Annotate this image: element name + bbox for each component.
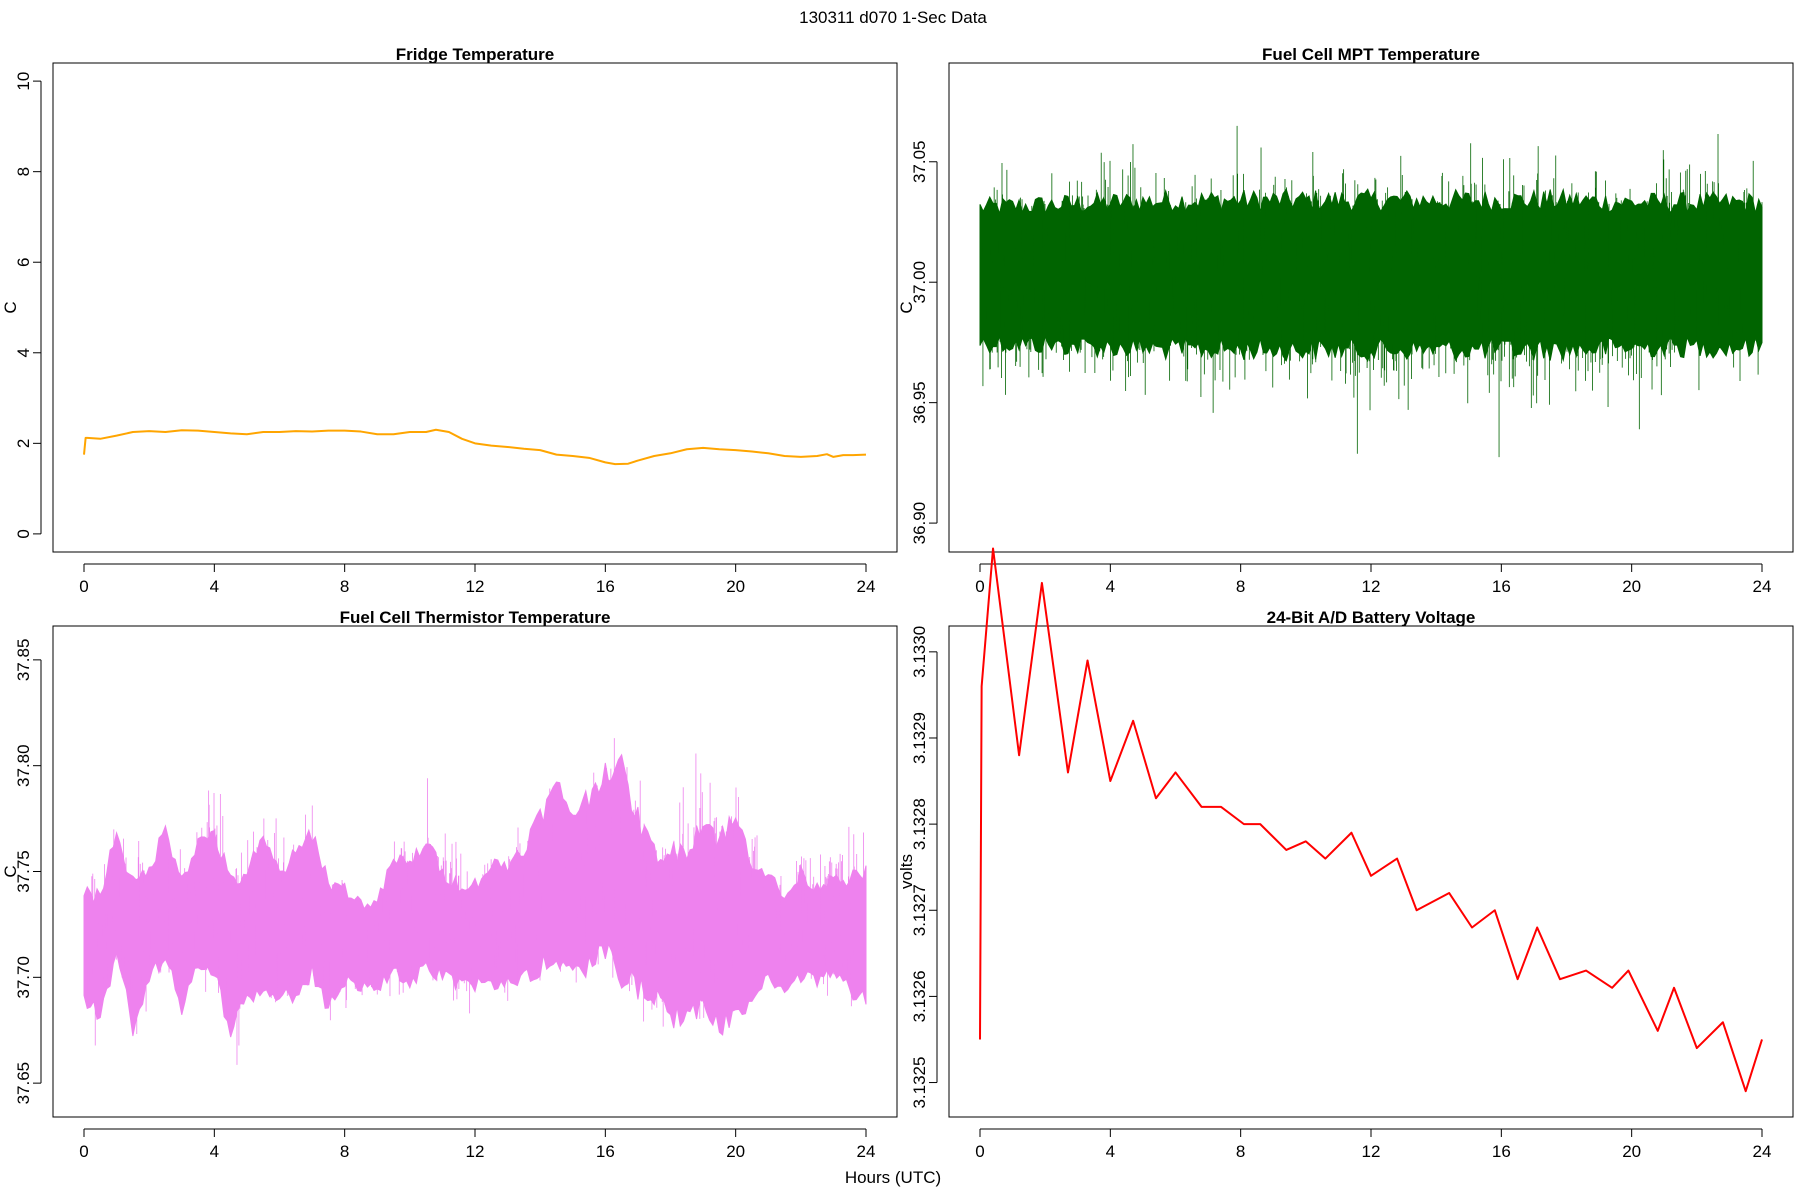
x-tick-label: 16 <box>596 1142 615 1161</box>
series-noise-spikes <box>979 125 1763 458</box>
x-tick-label: 12 <box>1362 577 1381 596</box>
series-line <box>83 738 867 1065</box>
x-tick-label: 4 <box>1106 1142 1115 1161</box>
figure-suptitle: 130311 d070 1-Sec Data <box>799 8 987 27</box>
plot-frame <box>948 625 1794 1118</box>
x-tick-label: 0 <box>79 577 88 596</box>
y-tick-label: 3.1327 <box>910 884 929 936</box>
y-tick-label: 2 <box>14 439 33 448</box>
panel-title: Fuel Cell MPT Temperature <box>1262 45 1480 64</box>
x-tick-label: 20 <box>726 577 745 596</box>
x-tick-label: 0 <box>975 577 984 596</box>
series-line <box>979 547 1763 1093</box>
y-axis-label: volts <box>897 854 916 889</box>
y-tick-label: 8 <box>14 167 33 176</box>
panel-title: Fuel Cell Thermistor Temperature <box>340 608 611 627</box>
x-axis: 0 4 8 12 16 20 24 <box>79 1128 876 1161</box>
x-tick-label: 20 <box>1622 577 1641 596</box>
series-line <box>83 428 867 466</box>
y-tick-label: 0 <box>14 529 33 538</box>
y-axis: 36.90 36.95 37.00 37.05 <box>910 140 938 545</box>
plot-frame <box>948 62 1794 553</box>
x-tick-label: 16 <box>1492 1142 1511 1161</box>
x-tick-label: 24 <box>1753 577 1772 596</box>
x-axis: 0 4 8 12 16 20 24 <box>79 563 876 596</box>
y-axis: 3.1325 3.1326 3.1327 3.1328 3.1329 3.1330 <box>910 626 938 1109</box>
x-tick-label: 8 <box>340 1142 349 1161</box>
x-tick-label: 24 <box>1753 1142 1772 1161</box>
x-tick-label: 4 <box>210 577 219 596</box>
panel-fuel-cell-mpt-temperature: Fuel Cell MPT Temperature C 0 4 8 12 16 20 24 3… <box>897 45 1794 596</box>
plot-frame <box>52 62 898 553</box>
y-tick-label: 37.85 <box>14 639 33 682</box>
y-tick-label: 37.75 <box>14 850 33 893</box>
y-axis-label: C <box>1 865 20 877</box>
x-tick-label: 16 <box>596 577 615 596</box>
figure-xlabel: Hours (UTC) <box>845 1168 941 1187</box>
x-tick-label: 8 <box>1236 577 1245 596</box>
y-tick-label: 3.1328 <box>910 798 929 850</box>
panel-title: 24-Bit A/D Battery Voltage <box>1267 608 1476 627</box>
x-tick-label: 12 <box>1362 1142 1381 1161</box>
x-tick-label: 12 <box>466 1142 485 1161</box>
y-tick-label: 4 <box>14 348 33 357</box>
series-line <box>979 125 1763 458</box>
y-tick-label: 37.80 <box>14 744 33 787</box>
x-axis: 0 4 8 12 16 20 24 <box>975 1128 1772 1161</box>
y-tick-label: 36.95 <box>910 381 929 424</box>
y-axis-label: C <box>1 301 20 313</box>
panel-battery-voltage: 24-Bit A/D Battery Voltage volts 0 4 8 12 16… <box>897 547 1794 1161</box>
y-tick-label: 3.1330 <box>910 626 929 678</box>
x-tick-label: 0 <box>975 1142 984 1161</box>
x-tick-label: 12 <box>466 577 485 596</box>
x-tick-label: 4 <box>210 1142 219 1161</box>
y-tick-label: 3.1325 <box>910 1057 929 1109</box>
x-tick-label: 24 <box>857 1142 876 1161</box>
y-tick-label: 37.05 <box>910 140 929 183</box>
x-tick-label: 4 <box>1106 577 1115 596</box>
y-axis: 37.65 37.70 37.75 37.80 37.85 <box>14 639 42 1105</box>
x-axis: 0 4 8 12 16 20 24 <box>975 563 1772 596</box>
y-tick-label: 3.1329 <box>910 712 929 764</box>
y-tick-label: 37.00 <box>910 261 929 304</box>
y-tick-label: 37.70 <box>14 956 33 999</box>
y-tick-label: 37.65 <box>14 1062 33 1105</box>
series-noise-spikes <box>83 738 867 1065</box>
x-tick-label: 0 <box>79 1142 88 1161</box>
plot-frame <box>52 625 898 1118</box>
panel-title: Fridge Temperature <box>396 45 554 64</box>
y-axis-label: C <box>897 301 916 313</box>
y-axis: 0 2 4 6 8 10 <box>14 72 42 539</box>
x-tick-label: 8 <box>1236 1142 1245 1161</box>
y-tick-label: 6 <box>14 257 33 266</box>
panel-fuel-cell-thermistor-temperature: Fuel Cell Thermistor Temperature C 0 4 8 12… <box>1 608 898 1161</box>
y-tick-label: 36.90 <box>910 502 929 545</box>
y-tick-label: 10 <box>14 72 33 91</box>
x-tick-label: 8 <box>340 577 349 596</box>
x-tick-label: 24 <box>857 577 876 596</box>
series-core-band <box>83 753 867 1038</box>
x-tick-label: 16 <box>1492 577 1511 596</box>
y-tick-label: 3.1326 <box>910 970 929 1022</box>
x-tick-label: 20 <box>726 1142 745 1161</box>
x-tick-label: 20 <box>1622 1142 1641 1161</box>
